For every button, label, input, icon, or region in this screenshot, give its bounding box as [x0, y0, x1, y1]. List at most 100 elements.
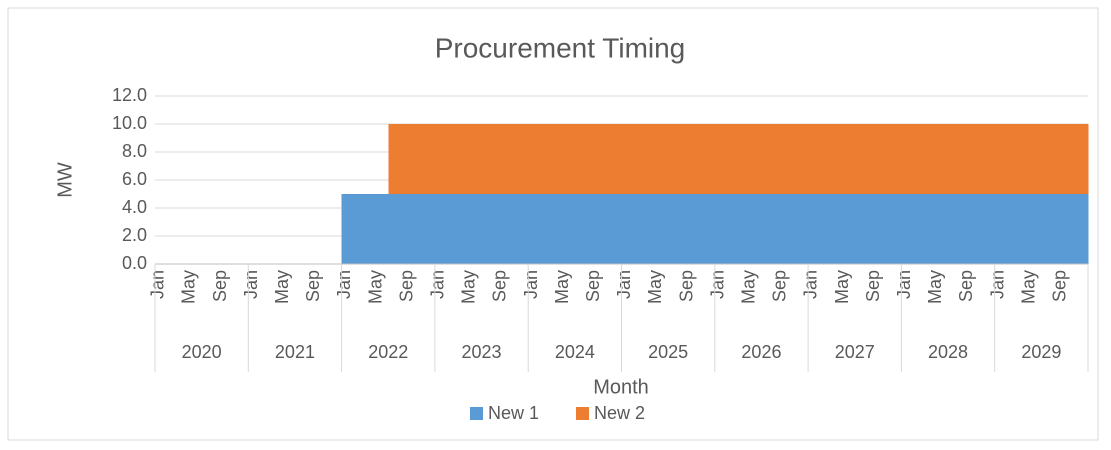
area-segment — [932, 194, 941, 264]
area-segment — [683, 194, 693, 264]
area-segment — [862, 194, 871, 264]
x-tick-label: May — [645, 270, 665, 304]
area-segment — [924, 124, 934, 194]
x-tick-label: Jan — [801, 270, 821, 299]
area-segment — [808, 124, 817, 194]
year-label: 2029 — [1021, 342, 1061, 362]
area-segment — [901, 124, 910, 194]
area-segment — [683, 124, 693, 194]
x-tick-label: May — [179, 270, 199, 304]
x-tick-label: Jan — [428, 270, 448, 299]
area-segment — [598, 194, 607, 264]
x-tick-label: Sep — [490, 270, 510, 302]
area-segment — [769, 194, 778, 264]
area-segment — [652, 124, 661, 194]
area-segment — [621, 124, 630, 194]
area-segment — [388, 194, 397, 264]
legend-swatch — [470, 407, 483, 420]
area-segment — [582, 124, 591, 194]
x-tick-label: Sep — [676, 270, 696, 302]
area-segment — [504, 194, 514, 264]
area-segment — [466, 194, 475, 264]
area-segment — [520, 194, 529, 264]
area-segment — [761, 124, 770, 194]
area-segment — [364, 194, 374, 264]
area-segment — [994, 124, 1004, 194]
y-tick-label: 6.0 — [122, 169, 147, 189]
area-segment — [753, 124, 763, 194]
area-segment — [434, 194, 444, 264]
area-segment — [1002, 124, 1011, 194]
area-segment — [1010, 124, 1019, 194]
area-segment — [528, 124, 537, 194]
area-segment — [1025, 124, 1035, 194]
area-segment — [1041, 124, 1050, 194]
area-segment — [473, 194, 483, 264]
area-segment — [777, 124, 786, 194]
x-tick-label: May — [272, 270, 292, 304]
area-segment — [1041, 194, 1050, 264]
area-segment — [839, 124, 848, 194]
x-tick-label: Sep — [863, 270, 883, 302]
area-segment — [714, 194, 724, 264]
area-segment — [442, 124, 452, 194]
area-segment — [543, 124, 553, 194]
area-segment — [473, 124, 483, 194]
area-segment — [497, 194, 506, 264]
x-tick-label: Sep — [396, 270, 416, 302]
area-segment — [792, 194, 801, 264]
area-segment — [745, 194, 755, 264]
area-segment — [955, 194, 965, 264]
y-axis-title: MW — [54, 162, 76, 198]
area-segment — [1033, 124, 1042, 194]
x-tick-label: Jan — [241, 270, 261, 299]
x-tick-label: Sep — [583, 270, 603, 302]
area-segment — [613, 194, 623, 264]
area-segment — [637, 194, 646, 264]
x-tick-label: Jan — [334, 270, 354, 299]
area-segment — [567, 124, 576, 194]
area-segment — [1010, 194, 1019, 264]
area-segment — [675, 124, 685, 194]
area-segment — [559, 194, 568, 264]
area-segment — [388, 124, 397, 194]
x-tick-label: Jan — [894, 270, 914, 299]
area-segment — [675, 194, 685, 264]
area-segment — [769, 124, 778, 194]
area-segment — [442, 194, 452, 264]
area-segment — [846, 124, 856, 194]
year-label: 2028 — [928, 342, 968, 362]
area-segment — [341, 194, 350, 264]
area-segment — [784, 194, 794, 264]
area-segment — [497, 124, 506, 194]
area-segment — [823, 194, 833, 264]
area-segment — [699, 194, 708, 264]
area-segment — [800, 124, 809, 194]
area-segment — [419, 194, 428, 264]
area-segment — [551, 124, 560, 194]
area-segment — [427, 194, 436, 264]
area-segment — [535, 124, 545, 194]
area-segment — [909, 124, 918, 194]
area-segment — [862, 124, 871, 194]
x-tick-label: May — [1018, 270, 1038, 304]
area-segment — [1056, 194, 1066, 264]
area-segment — [489, 194, 498, 264]
area-segment — [722, 194, 731, 264]
area-segment — [535, 194, 545, 264]
area-segment — [660, 124, 669, 194]
area-segment — [948, 194, 957, 264]
area-segment — [396, 124, 405, 194]
y-tick-label: 0.0 — [122, 253, 147, 273]
area-segment — [885, 124, 895, 194]
area-segment — [644, 124, 654, 194]
area-segment — [520, 124, 529, 194]
area-segment — [504, 124, 514, 194]
area-segment — [730, 124, 739, 194]
area-segment — [714, 124, 724, 194]
area-segment — [1080, 124, 1089, 194]
area-segment — [621, 194, 630, 264]
area-segment — [815, 124, 825, 194]
